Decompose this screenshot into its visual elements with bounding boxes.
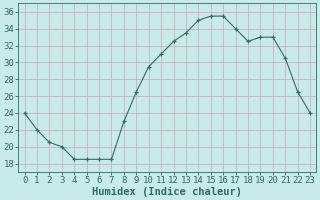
X-axis label: Humidex (Indice chaleur): Humidex (Indice chaleur) — [92, 186, 242, 197]
